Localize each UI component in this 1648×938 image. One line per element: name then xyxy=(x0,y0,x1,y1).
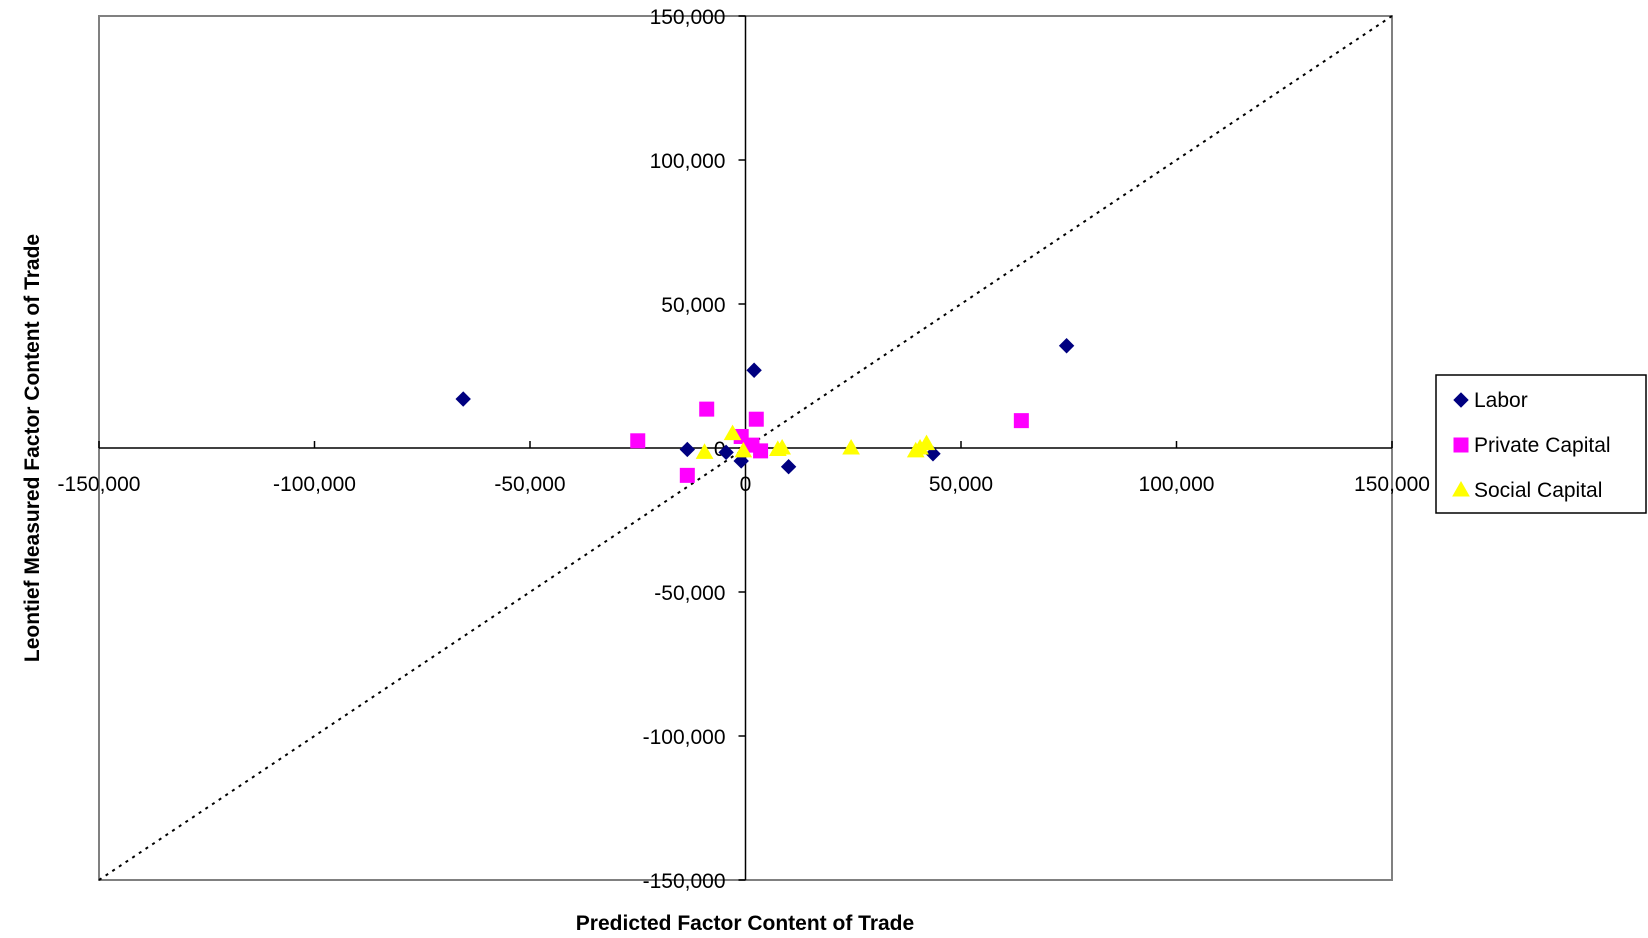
data-point-private-capital xyxy=(679,467,695,483)
data-point-social-capital xyxy=(917,434,936,451)
data-point-private-capital xyxy=(630,433,646,449)
legend: Labor Private Capital Social Capital xyxy=(1435,374,1647,514)
legend-box xyxy=(1435,374,1647,514)
data-point-social-capital xyxy=(734,441,753,458)
data-point-labor xyxy=(679,441,696,458)
data-point-private-capital xyxy=(748,411,764,427)
data-point-labor xyxy=(718,444,734,461)
data-point-private-capital xyxy=(753,443,769,459)
x-tick-label: 100,000 xyxy=(1139,473,1215,496)
data-points xyxy=(455,338,1075,483)
legend-markers xyxy=(1452,392,1470,497)
legend-marker-labor xyxy=(1453,392,1469,408)
y-tick-label: 50,000 xyxy=(661,294,725,317)
data-point-labor xyxy=(733,453,749,469)
data-point-social-capital xyxy=(723,424,742,441)
x-tick-label: 0 xyxy=(740,473,752,496)
legend-label-social-capital: Social Capital xyxy=(1474,479,1602,502)
y-tick-label: -100,000 xyxy=(643,726,726,749)
y-tick-label: 150,000 xyxy=(650,6,726,29)
legend-label-private-capital: Private Capital xyxy=(1474,434,1611,457)
data-point-social-capital xyxy=(695,443,714,459)
legend-marker-private-capital xyxy=(1453,437,1469,453)
data-point-labor xyxy=(746,362,762,378)
data-point-private-capital xyxy=(1013,413,1029,429)
x-tick-label: 50,000 xyxy=(929,473,993,496)
data-point-social-capital xyxy=(842,438,860,455)
x-tick-label: -150,000 xyxy=(58,473,141,496)
y-tick-labels: 150,000 100,000 50,000 0 -50,000 -100,000 -150… xyxy=(643,6,726,893)
data-point-labor xyxy=(925,446,941,462)
data-point-labor xyxy=(455,391,471,407)
y-tick-label: 0 xyxy=(714,438,726,461)
data-point-labor xyxy=(780,459,797,475)
x-tick-label: -100,000 xyxy=(273,473,356,496)
data-point-social-capital xyxy=(773,438,791,455)
legend-label-labor: Labor xyxy=(1474,389,1528,412)
y-tick-label: -50,000 xyxy=(654,582,725,605)
x-tick-label: -50,000 xyxy=(494,473,565,496)
y-tick-label: 100,000 xyxy=(650,150,726,173)
x-tick-labels: -150,000 -100,000 -50,000 0 50,000 100,000 150… xyxy=(58,473,1430,496)
x-axis-title: Predicted Factor Content of Trade xyxy=(576,912,914,935)
data-point-private-capital xyxy=(699,401,715,417)
y-axis-title: Leontief Measured Factor Content of Trad… xyxy=(21,234,44,662)
x-tick-label: 150,000 xyxy=(1354,473,1430,496)
y-tick-label: -150,000 xyxy=(643,870,726,893)
legend-marker-social-capital xyxy=(1452,480,1470,497)
data-point-labor xyxy=(1058,338,1075,354)
